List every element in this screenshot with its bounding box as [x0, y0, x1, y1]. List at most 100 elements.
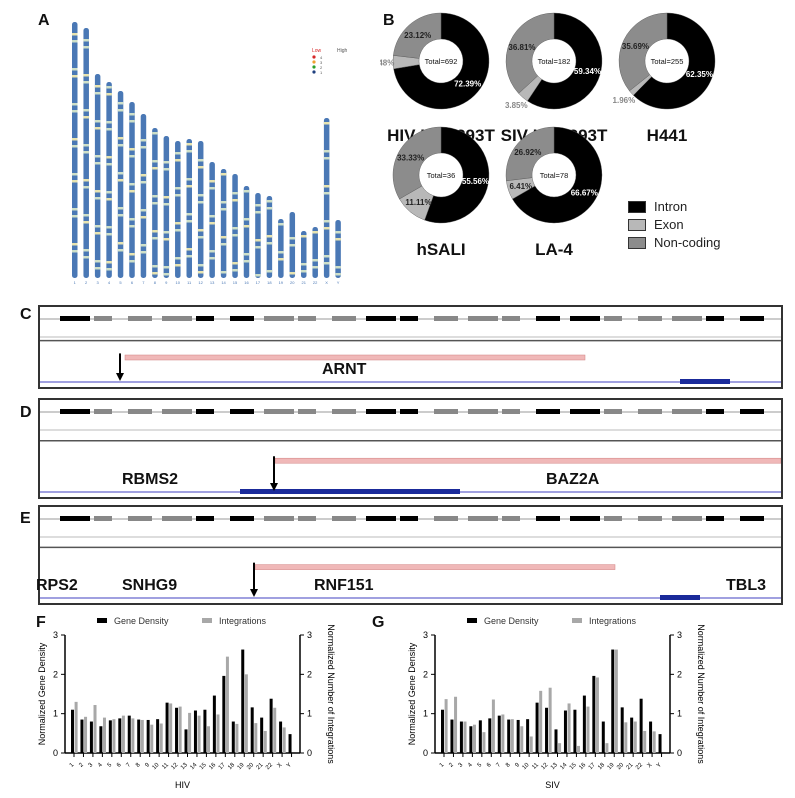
legend-exon: Exon [628, 216, 684, 233]
chromosome-label: 10 [176, 280, 181, 285]
band [152, 195, 158, 198]
band [140, 146, 147, 149]
cytoband [162, 516, 192, 521]
slice-label: 4.48% [380, 58, 394, 67]
donut-total: Total=692 [425, 57, 458, 66]
gene-label-baz2a: BAZ2A [546, 471, 600, 488]
band [83, 39, 89, 42]
band [83, 109, 89, 112]
bar-integrations-13 [558, 743, 562, 753]
cytoband [60, 409, 90, 414]
cytoband [230, 409, 254, 414]
bar-integrations-15 [207, 726, 211, 753]
band [117, 102, 124, 105]
cytoband [468, 316, 498, 321]
slice-label: 55.56% [462, 177, 489, 186]
bar-integrations-8 [140, 719, 144, 753]
y2-tick-label: 2 [307, 669, 312, 679]
bar-gene-density-3 [89, 721, 93, 753]
bar-integrations-14 [567, 703, 571, 753]
band [312, 266, 318, 269]
y-axis-label: Normalized Gene Density [407, 642, 417, 745]
x-tick-label: X [646, 762, 653, 769]
bar-gene-density-20 [620, 707, 624, 753]
band [209, 257, 215, 260]
bar-gene-density-16 [212, 695, 216, 753]
chromosome-17 [255, 193, 261, 278]
band [83, 116, 89, 119]
x-tick-label: 14 [559, 762, 568, 771]
band [94, 162, 101, 165]
y2-tick-label: 1 [307, 709, 312, 719]
bar-gene-density-9 [146, 719, 150, 753]
band [323, 255, 330, 258]
band [209, 250, 215, 253]
x-tick-label: 7 [496, 762, 503, 769]
band [163, 203, 170, 206]
bar-gene-density-4 [99, 726, 103, 753]
band [323, 122, 330, 125]
band [94, 120, 101, 123]
bar-integrations-13 [188, 712, 192, 753]
panel-label-d: D [20, 404, 32, 421]
band [243, 190, 250, 193]
band [197, 264, 204, 267]
bar-gene-density-17 [222, 675, 226, 753]
track-c-svg [40, 316, 781, 384]
band [163, 168, 170, 171]
cytoband [196, 516, 214, 521]
legend-dot [312, 70, 316, 74]
band [140, 139, 147, 142]
x-tick-label: 7 [126, 762, 133, 769]
band [106, 121, 112, 124]
legend-swatch [572, 618, 582, 623]
band [152, 202, 158, 205]
band [232, 227, 238, 230]
bar-integrations-11 [169, 703, 173, 753]
x-tick-label: X [276, 762, 283, 769]
legend-dot [312, 60, 316, 64]
band [289, 237, 296, 240]
band [175, 152, 181, 155]
bar-gene-density-13 [184, 729, 188, 753]
bar-gene-density-14 [193, 710, 197, 753]
band [209, 180, 215, 183]
band [335, 273, 341, 276]
cytoband [638, 516, 662, 521]
cytoband [60, 316, 90, 321]
cytoband [672, 516, 702, 521]
band [243, 218, 250, 221]
bar-integrations-21 [263, 730, 267, 753]
bar-gene-density-20 [250, 707, 254, 753]
band [197, 166, 204, 169]
integration-read-bar [254, 564, 616, 570]
bar-gene-density-22 [639, 698, 643, 753]
band [175, 222, 181, 225]
cytoband [264, 516, 294, 521]
cytoband [536, 409, 560, 414]
bar-integrations-16 [586, 706, 590, 753]
band [232, 199, 238, 202]
band [83, 144, 89, 147]
legend-swatch [628, 218, 646, 231]
band [72, 68, 78, 71]
bar-gene-density-18 [601, 721, 605, 753]
band [117, 249, 124, 252]
chromosome-label: Y [337, 280, 340, 285]
chromosome-4 [106, 82, 112, 278]
band [129, 190, 135, 193]
chromosome-label: 3 [96, 280, 99, 285]
x-tick-label: 22 [265, 762, 274, 771]
band [301, 263, 307, 266]
cytoband [638, 409, 662, 414]
band [175, 229, 181, 232]
bar-integrations-9 [150, 724, 154, 753]
x-tick-label: 6 [486, 762, 493, 769]
bar-gene-density-10 [526, 719, 530, 753]
band [129, 120, 135, 123]
chromosome-label: 7 [142, 280, 145, 285]
band [106, 268, 112, 271]
band [266, 270, 273, 273]
cytoband [638, 316, 662, 321]
